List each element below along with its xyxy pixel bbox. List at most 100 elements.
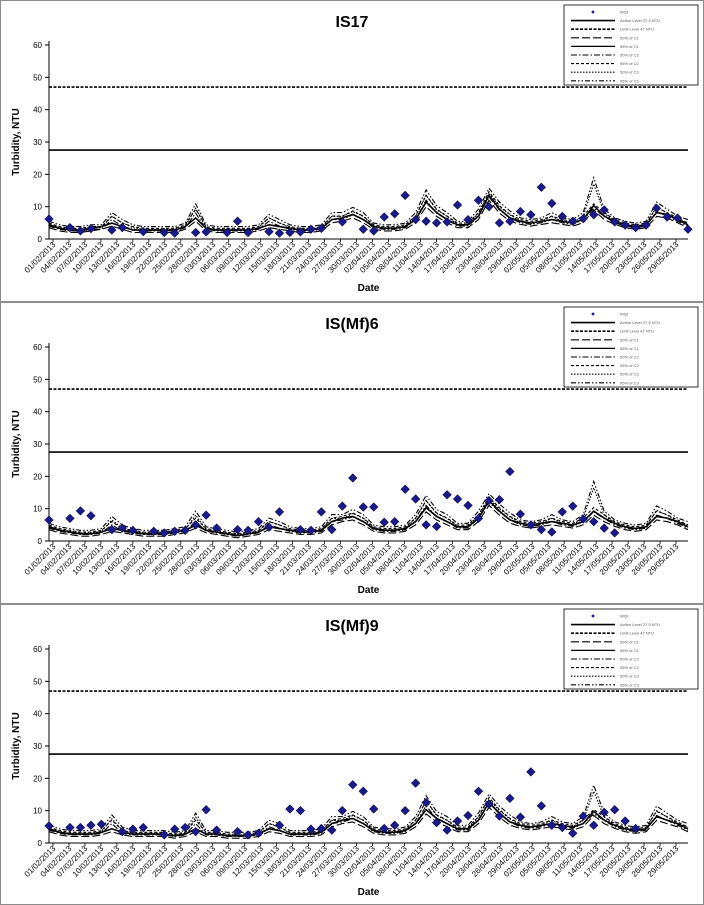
series-95-c3 xyxy=(48,783,689,833)
observation-point xyxy=(452,816,463,826)
legend-label: 50% of C3 xyxy=(620,674,639,679)
observation-point xyxy=(369,226,379,236)
observation-point xyxy=(515,812,526,822)
y-tick-label: 20 xyxy=(33,170,42,179)
y-tick-label: 10 xyxy=(33,807,42,816)
legend-marker xyxy=(591,10,595,14)
y-axis-label: Turbidity, NTU xyxy=(11,108,22,175)
observation-point xyxy=(96,819,107,829)
observation-point xyxy=(44,821,54,831)
observation-point xyxy=(295,806,306,816)
observation-point xyxy=(442,217,452,227)
observation-point xyxy=(138,822,148,833)
observation-point xyxy=(568,216,578,226)
observation-point xyxy=(400,484,410,494)
observation-point xyxy=(327,525,337,535)
legend-label: 50% of C1 xyxy=(620,337,639,342)
observation-point xyxy=(369,502,379,512)
y-tick-label: 50 xyxy=(33,73,42,82)
observation-point xyxy=(557,507,567,517)
chart-title: IS17 xyxy=(336,14,369,31)
legend-label: WQI xyxy=(620,312,628,317)
legend-label: Limit Level 47 NTU xyxy=(620,27,654,32)
observation-point xyxy=(442,490,452,500)
series-50-c1 xyxy=(48,806,689,839)
observation-point xyxy=(159,830,169,840)
observation-point xyxy=(117,223,127,233)
observation-point xyxy=(610,528,620,538)
observation-point xyxy=(379,823,389,834)
legend-label: 95% of C1 xyxy=(620,44,639,49)
observation-point xyxy=(505,466,515,477)
observation-point xyxy=(201,510,211,520)
observation-point xyxy=(337,806,347,816)
observation-point xyxy=(264,226,274,237)
observation-point xyxy=(170,824,180,834)
y-tick-label: 20 xyxy=(33,774,42,783)
observation-point xyxy=(180,822,190,833)
observation-point xyxy=(672,213,683,223)
observation-point xyxy=(463,214,473,225)
observation-point xyxy=(232,216,243,226)
observation-point xyxy=(243,525,253,535)
observation-point xyxy=(274,507,285,517)
observation-point xyxy=(536,182,546,192)
series-50-c2 xyxy=(48,501,689,537)
observation-point xyxy=(159,528,169,538)
observation-point xyxy=(316,223,326,233)
y-tick-label: 30 xyxy=(33,440,42,449)
observation-point xyxy=(484,799,494,809)
observation-point xyxy=(379,212,389,222)
observation-point xyxy=(547,527,557,537)
observation-point xyxy=(107,225,117,235)
observation-point xyxy=(306,224,316,234)
observation-point xyxy=(599,205,609,215)
legend-label: 50% of C2 xyxy=(620,355,639,360)
observation-point xyxy=(505,793,515,804)
observation-point xyxy=(369,804,379,814)
observation-point xyxy=(107,525,117,535)
legend-marker xyxy=(591,312,595,316)
observation-point xyxy=(201,805,211,815)
observation-point xyxy=(651,203,662,213)
y-tick-label: 10 xyxy=(33,203,42,212)
observation-point xyxy=(494,811,505,821)
observation-point xyxy=(264,522,274,532)
observation-point xyxy=(358,502,368,512)
observation-point xyxy=(44,515,54,525)
observation-point xyxy=(452,200,463,210)
observation-point xyxy=(243,830,253,840)
legend-label: 95% of C2 xyxy=(620,665,639,670)
observation-point xyxy=(285,227,295,238)
legend-label: Action Level 27.5 NTU xyxy=(620,622,660,627)
y-tick-label: 30 xyxy=(33,742,42,751)
observation-point xyxy=(431,521,442,532)
observation-point xyxy=(452,494,463,504)
observation-point xyxy=(128,824,138,834)
chart-panel-3: IS(Mf)9 0 10 20 30 40 50 60 Turbidity, NTU 01/02/… xyxy=(0,604,704,905)
y-tick-label: 20 xyxy=(33,472,42,481)
y-tick-label: 0 xyxy=(38,235,43,244)
observation-point xyxy=(526,210,536,220)
y-tick-label: 60 xyxy=(33,645,42,654)
observation-point xyxy=(180,525,190,535)
chart-title: IS(Mf)9 xyxy=(325,618,378,635)
legend-label: 50% of C2 xyxy=(620,657,639,662)
chart-panel-1: IS17 0 10 20 30 40 50 60 Turbidity, NTU 01/02/201… xyxy=(0,0,704,302)
observation-point xyxy=(662,212,672,222)
legend-label: 50% of C3 xyxy=(620,372,639,377)
observation-point xyxy=(306,824,316,834)
y-tick-label: 10 xyxy=(33,505,42,514)
observation-point xyxy=(473,786,484,796)
observation-point xyxy=(149,526,159,536)
y-tick-label: 50 xyxy=(33,375,42,384)
observation-point xyxy=(86,820,96,830)
observation-point xyxy=(589,516,599,527)
observation-point xyxy=(578,811,588,821)
legend-label: Limit Level 47 NTU xyxy=(620,329,654,334)
observation-point xyxy=(117,523,127,533)
observation-point xyxy=(515,206,526,217)
observation-point xyxy=(44,214,54,224)
legend-label: 95% of C3 xyxy=(620,380,639,385)
